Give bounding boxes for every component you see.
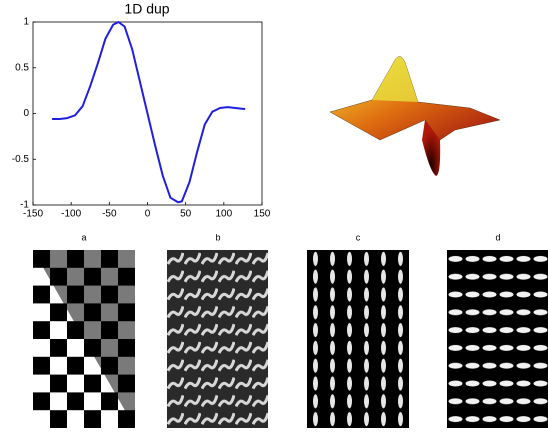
y-tick-label: 1 — [23, 17, 29, 28]
y-tick-label: 0.5 — [15, 62, 29, 73]
surface-plot — [329, 56, 501, 176]
x-tick-label: -100 — [61, 209, 81, 220]
x-tick-label: 50 — [180, 209, 192, 220]
y-tick-label: -1 — [20, 200, 29, 211]
panel-a — [33, 250, 135, 428]
x-tick-label: 150 — [254, 209, 271, 220]
panel-label: b — [215, 232, 220, 242]
x-tick-label: -50 — [102, 209, 117, 220]
panel-label: d — [495, 232, 500, 242]
chart-title: 1D dup — [124, 1, 169, 17]
y-tick-label: -0.5 — [12, 154, 30, 165]
y-tick-label: 0 — [23, 108, 29, 119]
line-plot: -150 -100 -50 0 50 100 150 -1 -0.5 0 0.5 1 — [12, 17, 271, 220]
panel-d — [447, 250, 548, 428]
x-tick-label: 0 — [145, 209, 151, 220]
panel-c — [307, 250, 409, 428]
line-series — [52, 21, 246, 204]
panel-label: a — [81, 232, 86, 242]
x-tick-label: 100 — [215, 209, 232, 220]
panel-b — [167, 250, 268, 428]
x-tick-label: -150 — [23, 209, 43, 220]
panel-label: c — [356, 232, 361, 242]
